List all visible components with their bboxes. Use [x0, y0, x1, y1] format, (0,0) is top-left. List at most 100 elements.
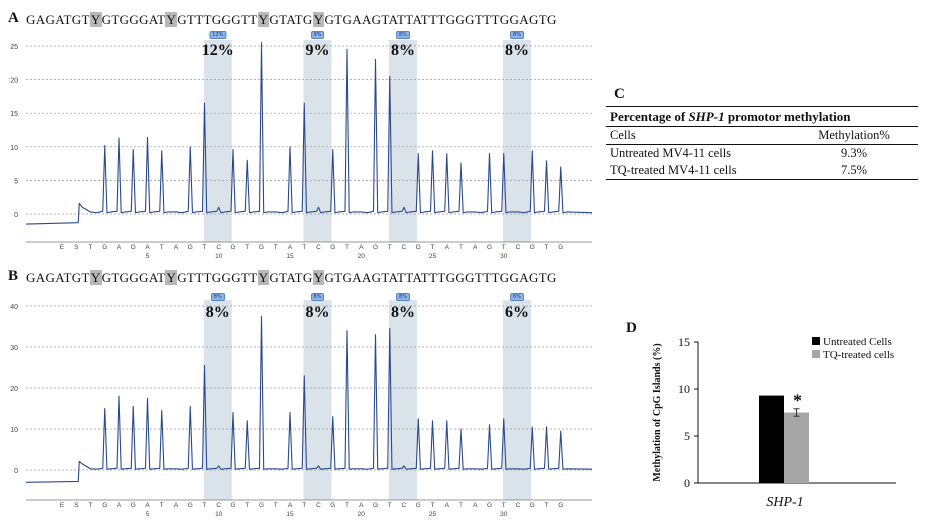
pyrogram-trace [25, 42, 593, 225]
dispensation-letter: A [174, 502, 179, 509]
dispensation-letter: G [259, 502, 264, 509]
highlight-band [503, 40, 531, 242]
x-tick-label: 30 [500, 511, 508, 518]
y-axis-label: Methylation of CpG Islands (%) [652, 343, 663, 481]
y-tick-label: 5 [14, 178, 18, 185]
dispensation-letter: T [203, 244, 207, 251]
table-cell-value: 9.3% [840, 146, 868, 160]
dispensation-letter: T [345, 502, 349, 509]
panel-d-letter: D [626, 320, 637, 336]
dispensation-letter: T [459, 244, 463, 251]
y-tick-label: 15 [678, 335, 690, 349]
dispensation-letter: C [516, 244, 521, 251]
y-tick-label: 5 [684, 429, 690, 443]
y-tick-label: 20 [10, 386, 18, 393]
table-caption-prefix: Percentage of [610, 109, 689, 124]
panel-b-sequence-segment: GTTTGGGTT [177, 270, 258, 285]
panel-b-sequence-segment: GTGGGAT [101, 270, 166, 285]
table-header-row: Cells Methylation% [606, 126, 918, 145]
dispensation-letter: C [216, 244, 221, 251]
dispensation-letter: C [316, 502, 321, 509]
legend-label: Untreated Cells [823, 336, 892, 348]
dispensation-letter: C [402, 502, 407, 509]
dispensation-letter: G [416, 502, 421, 509]
dispensation-letter: T [502, 502, 506, 509]
y-tick-label: 20 [10, 78, 18, 85]
panel-a-sequence: GAGATGTYGTGGGATYGTTTGGGTTYGTATGYGTGAAGTA… [26, 12, 557, 28]
x-tick-label: 25 [429, 253, 437, 260]
significance-asterisk: * [793, 391, 802, 411]
bar-untreated [759, 395, 784, 483]
dispensation-letter: T [545, 244, 549, 251]
dispensation-letter: T [302, 244, 306, 251]
panel-b-y-site: Y [89, 270, 102, 285]
x-tick-label: 5 [146, 511, 150, 518]
methylation-table: Percentage of SHP-1 promotor methylation… [606, 106, 918, 180]
x-tick-label: 20 [358, 511, 366, 518]
dispensation-letter: A [445, 502, 450, 509]
table-caption-gene: SHP-1 [688, 109, 725, 124]
x-tick-label: 15 [286, 253, 294, 260]
dispensation-letter: T [431, 502, 435, 509]
dispensation-letter: A [445, 244, 450, 251]
dispensation-letter: T [160, 244, 164, 251]
x-tick-label: 15 [286, 511, 294, 518]
dispensation-letter: G [188, 502, 193, 509]
dispensation-letter: G [230, 244, 235, 251]
dispensation-letter: G [416, 244, 421, 251]
dispensation-letter: G [259, 244, 264, 251]
table-caption-row: Percentage of SHP-1 promotor methylation [606, 106, 918, 127]
panel-a-sequence-segment: GTTTGGGTT [177, 12, 258, 27]
dispensation-letter: G [558, 244, 563, 251]
table-header-cells: Cells [606, 126, 790, 145]
dispensation-letter: T [459, 502, 463, 509]
table-header-methylation: Methylation% [790, 126, 918, 145]
panel-a-sequence-segment: GTGGGAT [101, 12, 166, 27]
table-caption: Percentage of SHP-1 promotor methylation [606, 106, 918, 127]
dispensation-letter: A [473, 502, 478, 509]
dispensation-letter: T [388, 502, 392, 509]
dispensation-letter: T [89, 502, 93, 509]
dispensation-letter: G [530, 244, 535, 251]
dispensation-letter: T [431, 244, 435, 251]
table-caption-suffix: promotor methylation [724, 109, 851, 124]
x-tick-label: 25 [429, 511, 437, 518]
dispensation-letter: G [131, 502, 136, 509]
dispensation-letter: A [117, 502, 122, 509]
dispensation-letter: A [288, 502, 293, 509]
x-tick-label: 10 [215, 253, 223, 260]
panel-b-sequence-segment: GAGATGT [26, 270, 90, 285]
panel-b-letter: B [8, 268, 19, 284]
dispensation-letter: T [274, 244, 278, 251]
dispensation-letter: T [545, 502, 549, 509]
dispensation-letter: S [74, 244, 79, 251]
dispensation-letter: G [330, 502, 335, 509]
dispensation-letter: T [245, 502, 249, 509]
dispensation-letter: G [230, 502, 235, 509]
table-row: TQ-treated MV4-11 cells 7.5% [606, 162, 918, 180]
dispensation-letter: G [102, 502, 107, 509]
dispensation-letter: E [60, 502, 65, 509]
x-tick-label: 30 [500, 253, 508, 260]
dispensation-letter: T [274, 502, 278, 509]
highlight-band [503, 300, 531, 500]
dispensation-letter: C [516, 502, 521, 509]
panel-a-y-site: Y [312, 12, 325, 27]
panel-a-sequence-segment: GTATG [269, 12, 313, 27]
dispensation-letter: G [558, 502, 563, 509]
panel-b-sequence-segment: GTATG [269, 270, 313, 285]
dispensation-letter: A [117, 244, 122, 251]
panel-a-sequence-segment: GAGATGT [26, 12, 90, 27]
dispensation-letter: G [330, 244, 335, 251]
y-tick-label: 15 [10, 111, 18, 118]
dispensation-letter: A [473, 244, 478, 251]
dispensation-letter: G [530, 502, 535, 509]
dispensation-letter: T [302, 502, 306, 509]
y-tick-label: 10 [10, 427, 18, 434]
dispensation-letter: A [288, 244, 293, 251]
y-tick-label: 10 [10, 145, 18, 152]
table-cell-value: 7.5% [790, 162, 918, 180]
y-tick-label: 25 [10, 44, 18, 51]
dispensation-letter: A [145, 502, 150, 509]
